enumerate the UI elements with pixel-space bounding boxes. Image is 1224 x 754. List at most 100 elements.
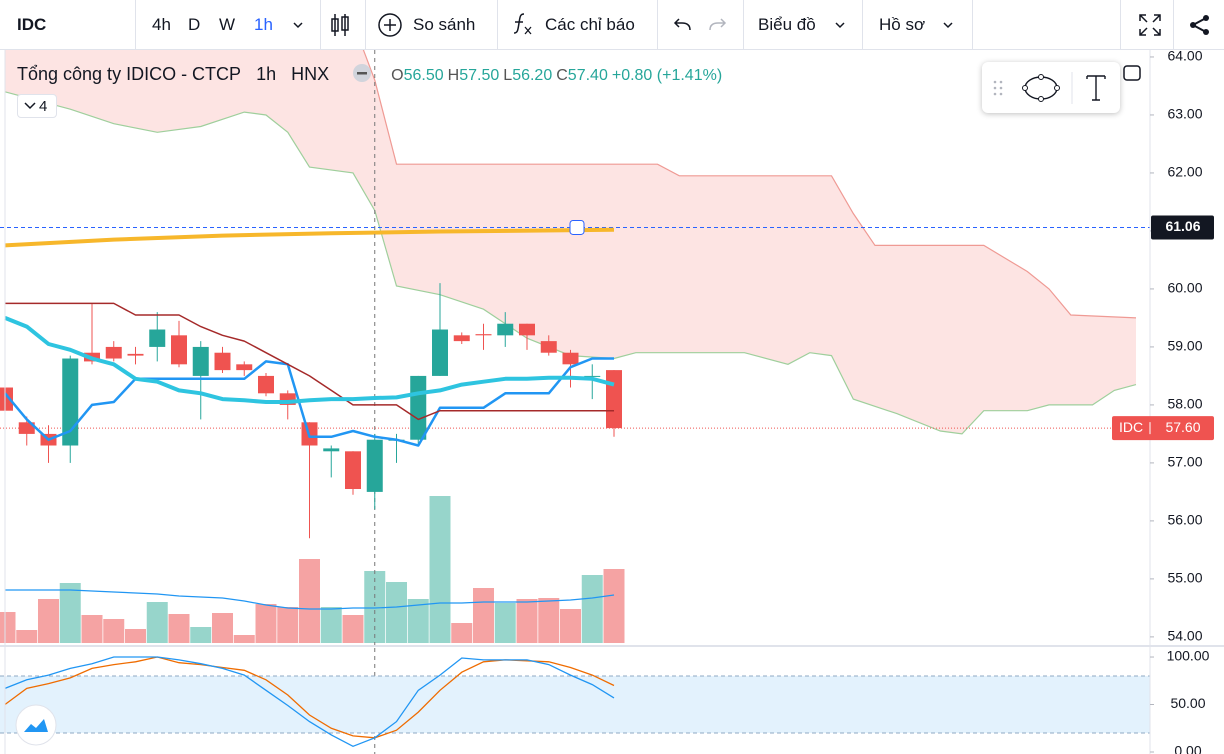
volume-bar xyxy=(342,615,364,643)
y-tick-label: 50.00 xyxy=(1170,695,1205,711)
volume-bar xyxy=(168,614,190,643)
y-tick-label: 0.00 xyxy=(1174,743,1201,754)
axes: 64.0063.0062.0061.0060.0059.0058.0057.00… xyxy=(0,48,1224,754)
candle-body xyxy=(519,323,535,336)
volume-bar xyxy=(0,612,16,643)
profile[interactable]: Hồ sơ xyxy=(879,15,926,34)
volume-bar xyxy=(103,619,125,643)
interval[interactable]: W xyxy=(219,15,236,34)
chart-style[interactable]: Biểu đồ xyxy=(758,15,816,34)
volume-bar xyxy=(16,630,38,643)
candle-body xyxy=(497,323,514,336)
compare[interactable]: So sánh xyxy=(413,15,476,34)
y-tick-label: 60.00 xyxy=(1167,280,1202,296)
chevron[interactable] xyxy=(292,19,304,31)
indicators[interactable]: Các chỉ báo xyxy=(545,15,635,34)
interval[interactable]: D xyxy=(188,15,201,34)
indicator-toggle[interactable]: 4 xyxy=(17,94,57,118)
drawing-toolbar xyxy=(982,62,1120,113)
last-price-symbol: IDC xyxy=(1119,419,1143,435)
candle-body xyxy=(475,334,492,336)
symbol[interactable]: IDC xyxy=(17,15,47,34)
ohlc-value: 56.20 xyxy=(512,67,553,84)
separator xyxy=(497,0,498,49)
line-handle xyxy=(569,219,585,235)
hide-button[interactable] xyxy=(352,63,372,83)
volume-bar xyxy=(190,627,212,643)
separator xyxy=(365,0,366,49)
undo-redo[interactable] xyxy=(672,15,728,35)
y-tick-label: 57.00 xyxy=(1167,454,1202,470)
separator xyxy=(972,0,973,49)
price-badge xyxy=(1151,215,1214,240)
y-tick-label: 63.00 xyxy=(1167,106,1202,122)
ohlc-value: 57.40 xyxy=(567,67,608,84)
exchange: HNX xyxy=(291,64,330,84)
separator xyxy=(657,0,658,49)
ohlc: O56.50 H57.50 L56.20 C57.40 +0.80 (+1.41%) xyxy=(391,67,726,84)
separator xyxy=(1173,0,1174,49)
chevron[interactable] xyxy=(834,19,846,31)
volume-bar xyxy=(233,635,255,643)
separator xyxy=(135,0,136,49)
volume-bar xyxy=(364,571,386,643)
cloud-fill xyxy=(5,50,1136,434)
candle-body xyxy=(192,346,209,376)
candle-body xyxy=(432,329,448,376)
candle-body xyxy=(453,335,470,342)
volume-bar xyxy=(38,599,59,643)
legend-interval: 1h xyxy=(256,64,277,84)
interval[interactable]: 1h xyxy=(254,15,273,34)
compare-icon[interactable] xyxy=(377,12,403,38)
candle-body xyxy=(18,422,35,434)
volume-bar xyxy=(538,598,560,643)
ohlc-value: 56.50 xyxy=(403,67,444,84)
last-price-badge xyxy=(1112,416,1214,441)
legend: Tổng công ty IDICO - CTCP 1h HNX O56.50 H… xyxy=(17,60,730,88)
candle-body xyxy=(105,346,122,359)
interval[interactable]: 4h xyxy=(152,15,171,34)
series-name: Tổng công ty IDICO - CTCP xyxy=(17,64,242,84)
candle-icon[interactable] xyxy=(328,11,352,39)
last-price-label: 57.60 xyxy=(1165,419,1200,435)
toolbar: IDC 4h D W 1h So sánh Các chỉ báo Biểu đ… xyxy=(0,0,1224,50)
volume-bar xyxy=(59,583,81,643)
y-tick-label: 58.00 xyxy=(1167,396,1202,412)
separator xyxy=(862,0,863,49)
logo xyxy=(15,704,57,746)
candle-body xyxy=(236,364,253,371)
candle-body xyxy=(410,375,427,440)
indicator-line xyxy=(4,357,614,447)
y-tick-label: 64.00 xyxy=(1167,48,1202,64)
volume-bar xyxy=(299,559,320,643)
volume-bar xyxy=(560,609,581,643)
y-tick-label: 55.00 xyxy=(1167,570,1202,586)
fx-icon[interactable] xyxy=(510,10,536,40)
fullscreen[interactable] xyxy=(1138,13,1162,37)
chevron[interactable] xyxy=(942,19,954,31)
share[interactable] xyxy=(1188,13,1212,37)
text-tool[interactable] xyxy=(1086,75,1106,101)
candle-body xyxy=(606,370,622,429)
separator xyxy=(1120,0,1121,49)
candle-body xyxy=(0,387,13,411)
volume-bar xyxy=(255,604,277,643)
ohlc-value: 57.50 xyxy=(459,67,500,84)
y-tick-label: 100.00 xyxy=(1167,648,1210,664)
candle-body xyxy=(127,353,144,356)
volume-bar xyxy=(516,599,538,643)
change: +0.80 (+1.41%) xyxy=(611,67,723,84)
candle-body xyxy=(562,352,579,365)
candle-body xyxy=(279,393,296,405)
separator xyxy=(320,0,321,49)
ellipse-tool[interactable] xyxy=(1022,74,1060,102)
volume-bar xyxy=(146,602,168,643)
settings-square[interactable] xyxy=(1122,64,1142,84)
drawing-tools xyxy=(993,72,1106,104)
stoch-k xyxy=(4,656,615,748)
span-b xyxy=(362,50,1137,319)
candle-body xyxy=(171,335,187,365)
chevron xyxy=(24,102,36,110)
